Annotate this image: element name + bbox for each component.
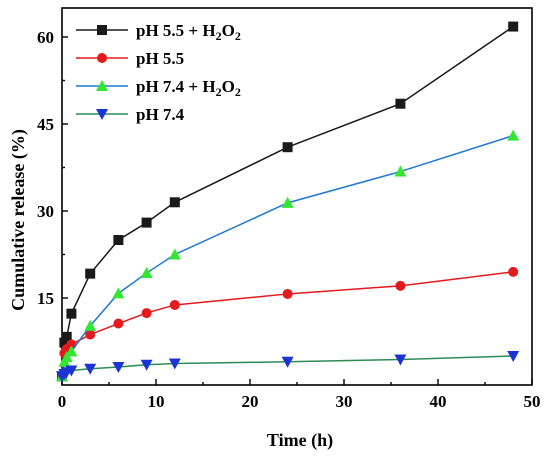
x-tick-label: 0 [58,392,67,411]
data-point [112,287,125,299]
plot-frame [61,7,533,386]
data-point [282,142,293,153]
data-point [508,266,519,277]
data-point [65,365,78,377]
data-point [395,98,406,109]
x-tick-label: 20 [242,392,259,411]
x-tick-label: 50 [524,392,541,411]
series-2 [57,266,519,382]
y-tick-label: 30 [37,202,54,221]
data-point [85,268,96,279]
data-point [85,329,96,340]
legend-label: pH 5.5 + H2O2 [136,21,241,43]
series-line [61,134,514,377]
x-tick-label: 40 [430,392,447,411]
legend-item: pH 7.4 [76,105,185,124]
data-point [508,21,519,32]
series-layer [56,21,520,383]
legend-marker [97,25,107,35]
x-axis-title: Time (h) [267,430,333,451]
legend-item: pH 5.5 + H2O2 [76,21,241,43]
data-point [113,235,124,245]
data-point [394,165,407,177]
legend-marker [97,53,107,63]
data-point [84,319,97,331]
data-point [140,359,153,371]
data-point [282,288,293,299]
data-point [65,345,78,357]
legend: pH 5.5 + H2O2 pH 5.5 pH 7.4 + H2O2 pH 7.4 [76,21,241,124]
data-point [66,308,77,319]
data-point [507,129,520,141]
data-point [507,351,520,362]
data-point [59,337,70,348]
data-point [113,318,124,329]
data-point [140,267,153,279]
data-point [141,217,152,228]
legend-label: pH 7.4 + H2O2 [136,77,241,99]
legend-label: pH 7.4 [136,105,185,124]
legend-item: pH 7.4 + H2O2 [76,77,241,99]
data-point [60,351,73,363]
data-point [395,280,406,291]
y-tick-label: 45 [37,115,54,134]
data-point [394,354,407,366]
series-4 [56,351,520,383]
x-tick-label: 10 [148,392,165,411]
data-point [281,196,294,208]
legend-label: pH 5.5 [136,49,184,68]
legend-marker [96,80,108,91]
data-point [168,248,181,260]
data-point [61,331,72,342]
series-3 [56,129,520,382]
data-point [169,299,180,310]
x-tick-label: 30 [336,392,353,411]
y-tick-label: 15 [37,289,54,308]
data-point [169,197,180,208]
data-point [112,362,125,374]
legend-marker [96,109,108,120]
plot-axes: 0 10 20 30 40 50 15 30 45 60 [37,7,541,411]
data-point [84,363,97,375]
y-axis-title: Cumulative release (%) [8,129,29,311]
data-point [281,356,294,368]
legend-item: pH 5.5 [76,49,184,68]
data-point [141,308,152,319]
data-point [168,358,181,370]
y-tick-label: 60 [37,28,54,47]
